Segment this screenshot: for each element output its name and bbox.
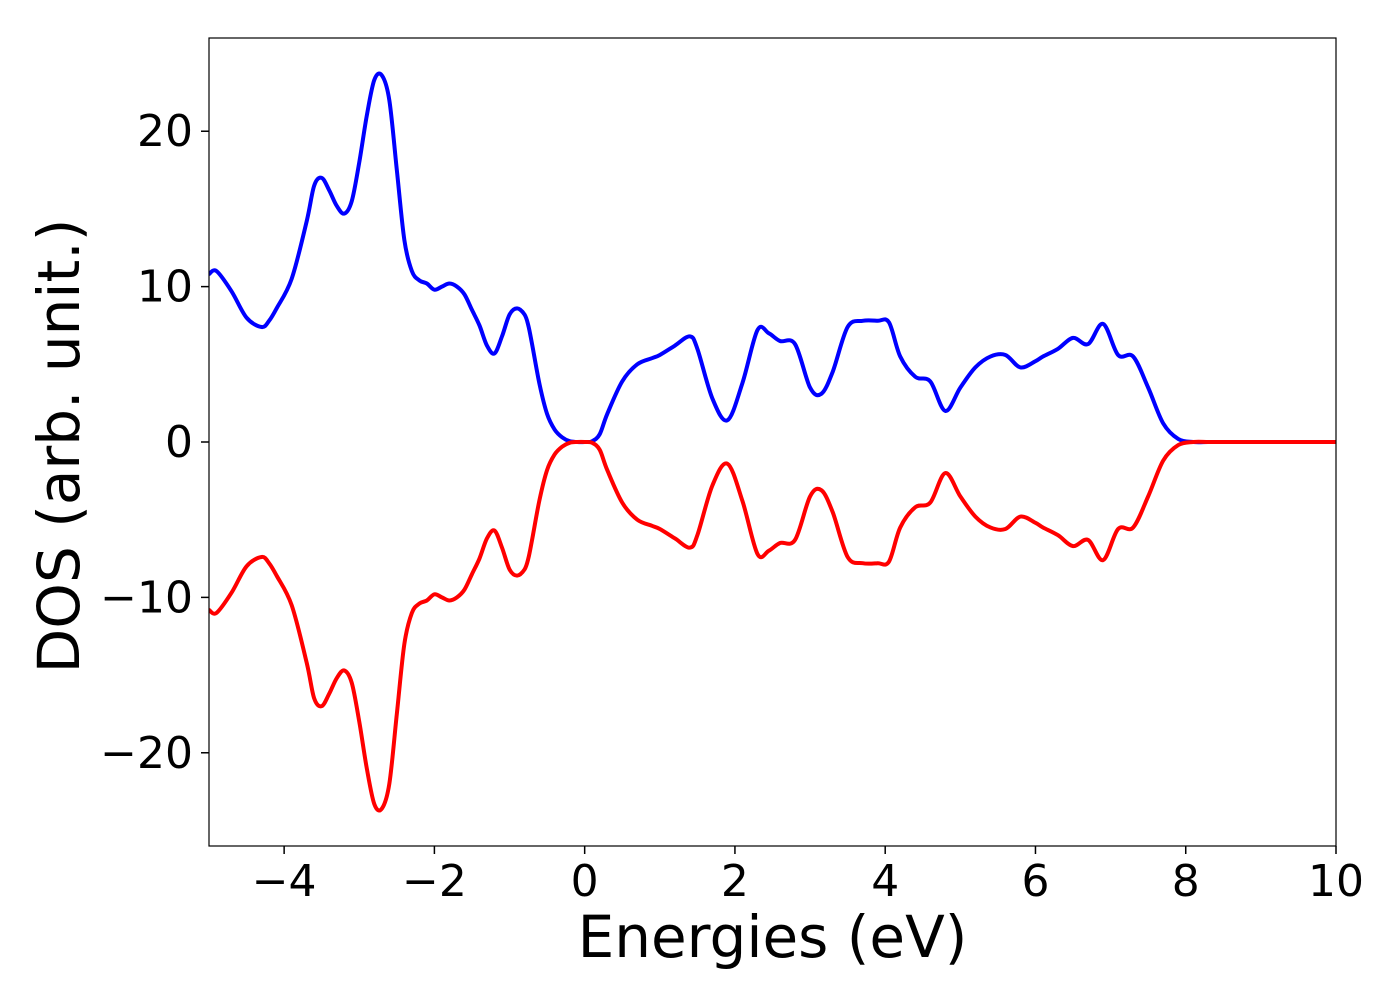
x-tick-label: −2	[402, 856, 467, 907]
x-tick-label: 8	[1172, 856, 1200, 907]
y-tick-label: −10	[100, 572, 193, 623]
y-axis-ticks: −20 −10 0 10 20	[100, 106, 209, 779]
x-tick-label: 0	[571, 856, 599, 907]
x-tick-label: 2	[721, 856, 749, 907]
y-tick-label: 10	[137, 262, 193, 313]
x-tick-label: 6	[1021, 856, 1049, 907]
dos-series-blue	[209, 71, 1336, 445]
y-tick-label: −20	[100, 728, 193, 779]
x-axis-ticks: −4 −2 0 2 4 6 8 10	[252, 846, 1364, 907]
x-axis-label: Energies (eV)	[578, 903, 968, 971]
dos-series-red	[209, 439, 1336, 813]
y-tick-label: 20	[137, 106, 193, 157]
x-tick-label: 4	[871, 856, 899, 907]
series-layer	[209, 71, 1336, 813]
y-axis-label: DOS (arb. unit.)	[25, 219, 93, 674]
x-tick-label: 10	[1308, 856, 1364, 907]
y-tick-label: 0	[165, 417, 193, 468]
x-tick-label: −4	[252, 856, 317, 907]
